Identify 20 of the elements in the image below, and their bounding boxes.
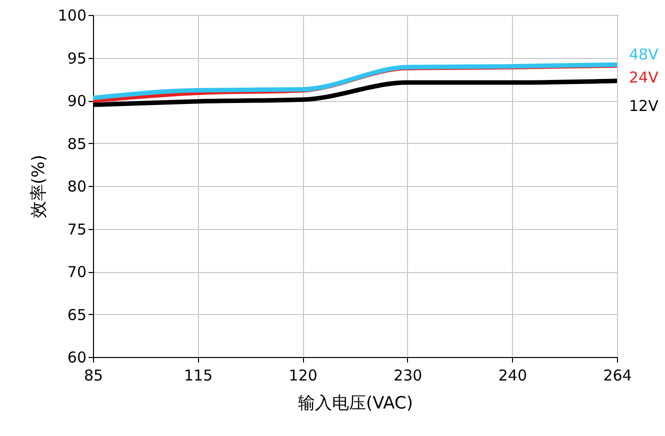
y-axis-title: 效率(%) <box>28 154 49 218</box>
series-label: 24V <box>629 68 660 86</box>
x-tick-label: 264 <box>603 366 632 384</box>
x-axis-title: 输入电压(VAC) <box>298 394 414 414</box>
x-tick-label: 240 <box>498 366 528 384</box>
x-tick-label: 115 <box>184 366 213 384</box>
series-label: 12V <box>629 96 660 115</box>
y-tick-label: 85 <box>67 134 86 153</box>
y-tick-label: 100 <box>58 6 86 24</box>
x-tick-label: 230 <box>394 366 422 384</box>
series-label: 48V <box>629 46 660 64</box>
y-tick-label: 60 <box>67 348 86 366</box>
x-tick-label: 120 <box>288 366 318 384</box>
x-tick-label: 85 <box>84 366 104 384</box>
y-tick-label: 90 <box>67 92 86 110</box>
y-tick-label: 75 <box>67 220 86 238</box>
y-tick-label: 80 <box>67 178 86 196</box>
y-tick-label: 95 <box>67 49 86 68</box>
y-tick-label: 70 <box>67 263 86 281</box>
y-tick-label: 65 <box>67 306 86 324</box>
